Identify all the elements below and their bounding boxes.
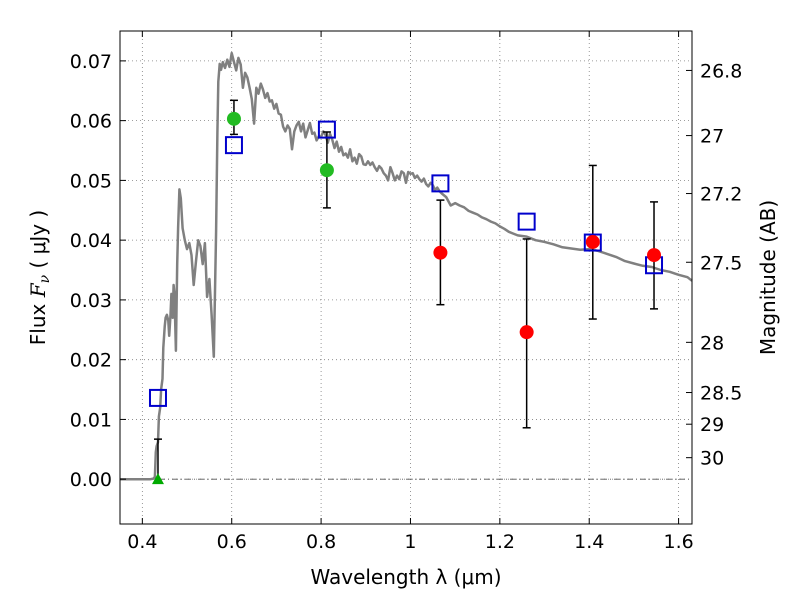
x-tick-label: 1.2 [485, 531, 515, 553]
x-axis-label: Wavelength λ (μm) [310, 565, 501, 589]
x-tick-label: 0.6 [217, 531, 247, 553]
y2-tick-label: 27.2 [700, 184, 742, 206]
y-axis-label-suffix: ( μJy ) [26, 210, 50, 275]
errorbar-layer [153, 99, 659, 480]
y-tick-label: 0.01 [70, 409, 112, 431]
axis-ticks: 0.4 0.6 0.8 1 1.2 1.4 1.6 0.00 0.01 0.02 0.03 0.04 0… [70, 31, 742, 553]
optical-point [226, 111, 241, 126]
y-tick-label: 0.03 [70, 290, 112, 312]
model-photometry-square [517, 212, 536, 231]
y-tick-label: 0.06 [70, 111, 112, 133]
y-tick-label: 0.07 [70, 51, 112, 73]
model-photometry-square [148, 388, 167, 407]
y-axis-label: Flux Fν ( μJy ) [26, 210, 53, 345]
y2-tick-label: 30 [700, 448, 724, 470]
x-tick-label: 1 [404, 531, 416, 553]
y2-tick-label: 29 [700, 414, 724, 436]
y2-tick-label: 26.8 [700, 60, 742, 82]
y-axis-label-prefix: Flux [26, 297, 50, 345]
y-tick-label: 0.04 [70, 230, 112, 252]
y-axis-label-subscript: ν [37, 274, 53, 283]
y-axis-label-symbol: F [26, 282, 50, 298]
y2-tick-label: 28.5 [700, 383, 742, 405]
right-axis-label: Magnitude (AB) [756, 200, 780, 355]
detection-point [433, 245, 448, 260]
x-tick-label: 0.4 [127, 531, 157, 553]
model-photometry-square [317, 120, 336, 139]
optical-point [319, 163, 334, 178]
y-tick-label: 0.00 [70, 469, 112, 491]
y-tick-label: 0.02 [70, 350, 112, 372]
detection-point [647, 248, 662, 263]
detection-point [585, 234, 600, 249]
model-photometry-square [431, 174, 450, 193]
x-tick-label: 1.4 [574, 531, 604, 553]
y-tick-label: 0.05 [70, 170, 112, 192]
model-sed-line [120, 51, 693, 481]
detection-point [519, 325, 534, 340]
photometry-layer [148, 111, 664, 485]
plot-frame [119, 30, 693, 525]
model-photometry-square [583, 233, 602, 252]
model-sed-layer [120, 51, 693, 481]
x-tick-label: 1.6 [663, 531, 693, 553]
model-photometry-square [224, 136, 243, 155]
x-tick-label: 0.8 [306, 531, 336, 553]
y2-tick-label: 27 [700, 126, 724, 148]
y2-tick-label: 28 [700, 332, 724, 354]
upper-limit-marker [151, 473, 164, 485]
y2-tick-label: 27.5 [700, 252, 742, 274]
